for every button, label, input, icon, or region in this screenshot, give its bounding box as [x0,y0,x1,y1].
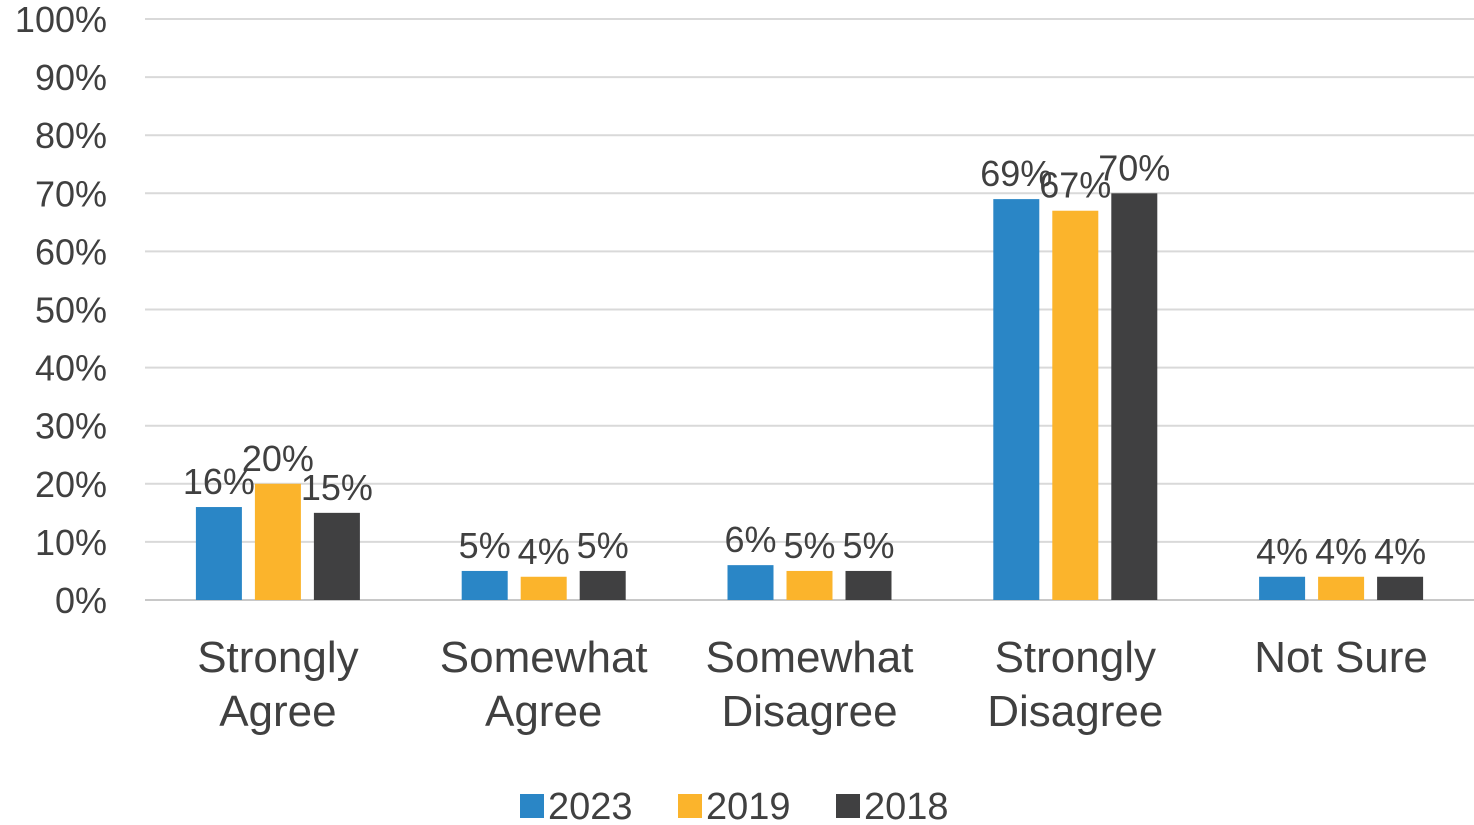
data-label: 20% [242,438,314,479]
y-axis-tick-labels: 0% 10% 20% 30% 40% 50% 60% 70% 80% 90% 100% [15,0,107,621]
data-label: 5% [577,525,629,566]
bar-2019 [520,576,567,600]
bar-2018 [845,570,892,600]
y-tick-label: 10% [35,522,107,563]
y-tick-label: 100% [15,0,107,40]
bar-2018 [579,570,626,600]
category-label: Not Sure [1254,633,1428,682]
category-label: Somewhat [440,633,648,682]
category-label: Agree [485,687,602,736]
data-label: 70% [1098,147,1170,188]
data-label: 4% [1315,531,1367,572]
y-tick-label: 20% [35,464,107,505]
gridlines [145,18,1474,601]
data-label: 4% [1374,531,1426,572]
bar-2023 [195,507,242,600]
category-label: Disagree [721,687,897,736]
legend-swatch-2019 [678,794,702,818]
y-tick-label: 80% [35,115,107,156]
bar-2019 [1052,210,1099,601]
bar-2019 [254,483,301,600]
bars [195,193,1424,601]
data-labels: 16%20%15%5% 4% 5% 6% 5% 5%69%67%70%4% 4% 4% [183,147,1426,571]
category-label: Strongly [995,633,1156,682]
bar-2023 [461,570,508,600]
data-label: 69% [980,153,1052,194]
data-label: 5% [459,525,511,566]
bar-2018 [313,512,360,600]
category-label: Somewhat [706,633,914,682]
legend-swatch-2023 [520,794,544,818]
legend: 2023 2019 2018 [520,786,949,825]
data-label: 15% [301,467,373,508]
bar-2018 [1111,193,1158,601]
data-label: 5% [842,525,894,566]
bar-2023 [1259,576,1306,600]
category-label: Agree [219,687,336,736]
y-tick-label: 90% [35,57,107,98]
data-label: 6% [724,519,776,560]
data-label: 16% [183,461,255,502]
legend-label: 2023 [548,786,633,825]
category-label: Strongly [197,633,358,682]
y-tick-label: 30% [35,406,107,447]
legend-label: 2019 [706,786,791,825]
data-label: 4% [1256,531,1308,572]
data-label: 5% [783,525,835,566]
category-labels: Strongly Agree Somewhat Agree Somewhat Disagr… [197,633,1428,736]
bar-2019 [786,570,833,600]
y-tick-label: 70% [35,173,107,214]
category-label: Disagree [987,687,1163,736]
bar-2023 [993,199,1040,601]
legend-label: 2018 [864,786,949,825]
y-tick-label: 40% [35,348,107,389]
bar-2023 [727,565,774,600]
y-tick-label: 50% [35,290,107,331]
bar-2018 [1377,576,1424,600]
bar-2019 [1318,576,1365,600]
legend-swatch-2018 [836,794,860,818]
y-tick-label: 60% [35,231,107,272]
y-tick-label: 0% [55,580,107,621]
data-label: 4% [518,531,570,572]
data-label: 67% [1039,165,1111,206]
